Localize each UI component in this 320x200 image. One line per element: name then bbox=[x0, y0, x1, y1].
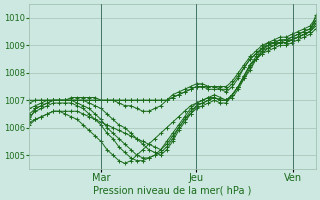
X-axis label: Pression niveau de la mer( hPa ): Pression niveau de la mer( hPa ) bbox=[93, 186, 252, 196]
